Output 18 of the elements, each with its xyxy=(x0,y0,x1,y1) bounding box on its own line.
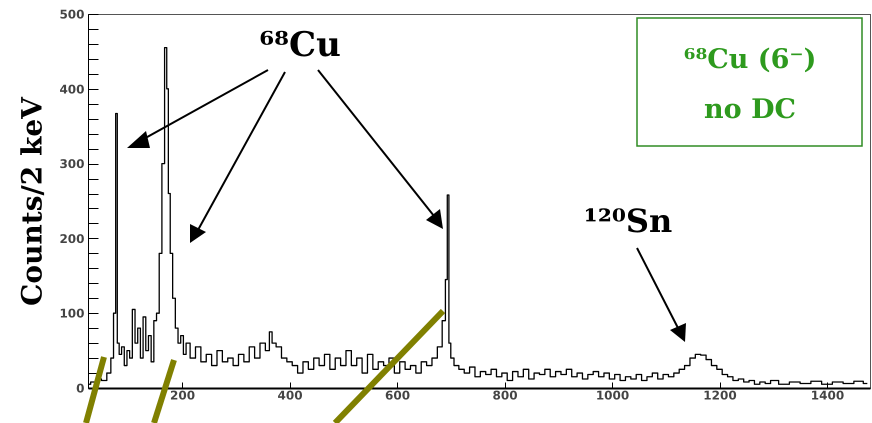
x-tick-label: 600 xyxy=(385,388,410,402)
x-tick-label: 400 xyxy=(278,388,303,402)
y-tick-label: 400 xyxy=(59,82,84,96)
annotation: ⁶⁸Cu xyxy=(259,25,341,65)
y-tick-label: 0 xyxy=(76,382,84,396)
x-tick-label: 1200 xyxy=(703,388,737,402)
y-axis-title: Counts/2 keV xyxy=(15,96,48,306)
x-tick-label: 200 xyxy=(170,388,196,402)
x-tick-label: 800 xyxy=(492,388,518,402)
x-tick-label: 1000 xyxy=(596,388,630,402)
y-tick-label: 100 xyxy=(59,306,84,321)
annotation: ¹²⁰Sn xyxy=(584,202,672,240)
x-tick-label: 1400 xyxy=(810,388,844,402)
y-tick-label: 300 xyxy=(59,157,84,172)
y-tick-label: 500 xyxy=(59,8,84,22)
annotation: no DC xyxy=(704,94,796,125)
annotation: ⁶⁸Cu (6⁻) xyxy=(684,44,816,75)
y-tick-label: 200 xyxy=(59,232,84,246)
